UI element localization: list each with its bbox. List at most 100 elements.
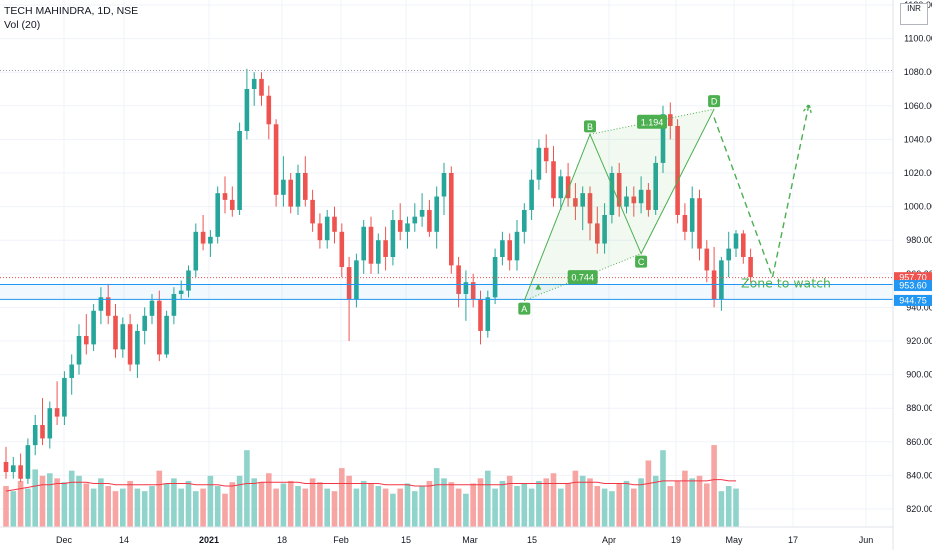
drawing-overlays[interactable]: A B C D 1.194 0.744 Zone to watch bbox=[0, 70, 893, 315]
candle-body bbox=[609, 173, 615, 215]
candle bbox=[609, 166, 615, 224]
candle-body bbox=[507, 240, 512, 261]
volume-bar bbox=[90, 488, 97, 527]
volume-bar bbox=[295, 486, 301, 527]
candle-body bbox=[536, 147, 542, 180]
volume-bar bbox=[441, 478, 447, 527]
volume-bar bbox=[127, 480, 133, 527]
pattern-fill-bcd bbox=[590, 109, 715, 254]
price-axis[interactable]: 820.00 840.00 860.00 880.00 900.00 920.00 940.… bbox=[892, 0, 932, 550]
volume-bar bbox=[667, 486, 674, 527]
candle-body bbox=[419, 209, 425, 217]
volume-bar bbox=[61, 482, 68, 527]
candle bbox=[25, 438, 31, 484]
candle bbox=[376, 233, 381, 274]
candle bbox=[449, 166, 454, 274]
candle bbox=[303, 156, 308, 207]
volume-bar bbox=[309, 478, 316, 527]
volume-bar bbox=[258, 482, 265, 527]
candle bbox=[127, 314, 133, 372]
candle bbox=[178, 280, 184, 299]
volume-bar bbox=[550, 473, 557, 527]
candle-body bbox=[412, 216, 418, 224]
price-tag-label: 944.75 bbox=[899, 295, 927, 305]
candle bbox=[215, 186, 220, 244]
volume-bar bbox=[601, 488, 608, 527]
volume-bar bbox=[419, 486, 425, 527]
candle-body bbox=[354, 260, 359, 299]
zone-to-watch-label: Zone to watch bbox=[741, 276, 831, 291]
candle bbox=[281, 156, 286, 207]
candle bbox=[354, 253, 359, 308]
candle-body bbox=[266, 95, 272, 125]
time-tick-label: Mar bbox=[462, 535, 478, 545]
candle-body bbox=[40, 425, 45, 439]
candle-body bbox=[390, 220, 396, 257]
volume-bar bbox=[83, 483, 90, 527]
candle-body bbox=[69, 364, 74, 378]
volume-bar bbox=[171, 478, 177, 527]
volume-ma-line bbox=[5, 479, 736, 492]
candle bbox=[142, 307, 147, 345]
candle bbox=[500, 231, 505, 266]
candle bbox=[84, 314, 89, 355]
volume-indicator-label[interactable]: Vol (20) bbox=[4, 19, 41, 31]
candle-body bbox=[18, 465, 23, 479]
candle bbox=[237, 122, 242, 215]
volume-bar bbox=[594, 486, 601, 527]
volume-bar bbox=[711, 445, 717, 527]
candle-body bbox=[208, 236, 213, 244]
symbol-title[interactable]: TECH MAHINDRA, 1D, NSE bbox=[4, 5, 139, 17]
pattern-point-d: D bbox=[708, 95, 721, 108]
candle bbox=[405, 216, 410, 249]
candle bbox=[208, 230, 213, 257]
candle-body bbox=[339, 231, 345, 268]
candle-body bbox=[492, 257, 498, 298]
volume-bar bbox=[10, 491, 17, 527]
candle-body bbox=[222, 193, 228, 200]
volume-bar bbox=[382, 488, 389, 527]
candle bbox=[324, 209, 330, 249]
pattern-point-badge bbox=[584, 120, 596, 133]
volume-bar bbox=[631, 488, 637, 527]
candle bbox=[339, 223, 345, 278]
candle-body bbox=[646, 189, 651, 210]
pattern-fill-abc bbox=[524, 134, 642, 301]
candle-body bbox=[383, 240, 388, 257]
price-tag-badge bbox=[894, 280, 932, 292]
candle bbox=[32, 414, 38, 456]
candle bbox=[697, 189, 702, 261]
volume-bar bbox=[674, 480, 681, 527]
candle bbox=[332, 206, 337, 244]
candle bbox=[653, 156, 658, 215]
time-axis[interactable]: Dec 14 2021 18 Feb 15 Mar 15 Apr 19 May 17 Jun bbox=[0, 526, 893, 545]
time-tick-label: Apr bbox=[602, 535, 616, 545]
volume-bar bbox=[390, 493, 396, 527]
candle-body bbox=[682, 215, 688, 232]
volume-bar bbox=[222, 493, 228, 527]
volume-bar bbox=[229, 482, 236, 527]
volume-bar bbox=[324, 488, 330, 527]
candle-body bbox=[25, 445, 31, 479]
volume-bar bbox=[682, 470, 688, 527]
candle bbox=[368, 216, 374, 274]
pattern-point-badge bbox=[635, 255, 648, 268]
price-tick-label: 860.00 bbox=[906, 437, 932, 447]
candle bbox=[470, 273, 476, 308]
volume-bar bbox=[733, 488, 739, 527]
candle-body bbox=[47, 408, 53, 439]
candle-body bbox=[310, 199, 315, 224]
candle-body bbox=[164, 315, 169, 355]
volume-bar bbox=[156, 470, 163, 527]
volume-bar bbox=[200, 488, 206, 527]
candle-body bbox=[317, 223, 323, 241]
candle-body bbox=[441, 173, 447, 197]
candle bbox=[222, 176, 228, 214]
candle bbox=[741, 230, 746, 264]
volume-bar bbox=[273, 488, 279, 527]
candle-body bbox=[368, 226, 374, 264]
volume-bar bbox=[368, 483, 374, 527]
volume-bar bbox=[353, 488, 360, 527]
pattern-point-badge bbox=[708, 95, 721, 108]
